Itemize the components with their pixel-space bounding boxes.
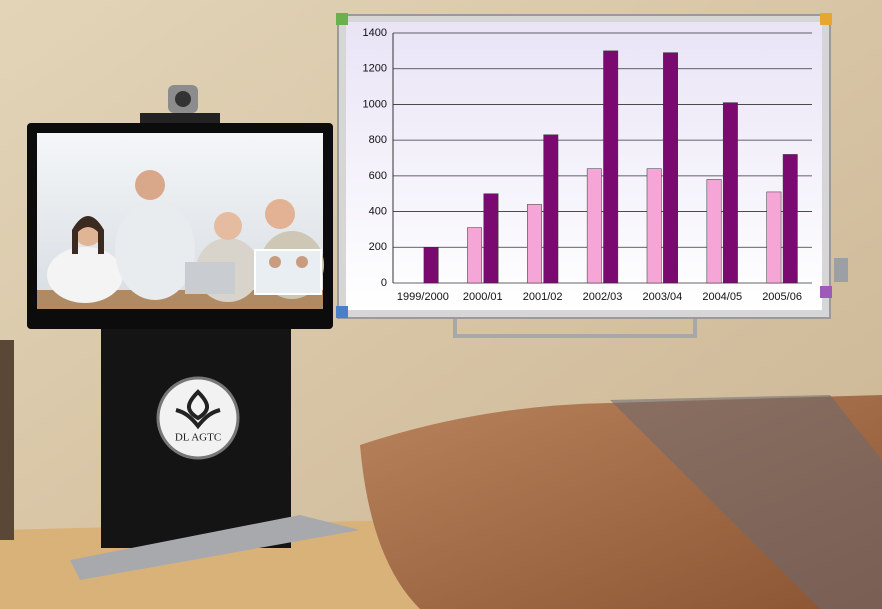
bar (527, 204, 541, 283)
y-tick-label: 800 (369, 134, 387, 146)
y-tick-label: 0 (381, 277, 387, 289)
y-tick-label: 1000 (363, 98, 387, 110)
person-head (214, 212, 242, 240)
bar (484, 194, 498, 283)
pip-window (255, 250, 321, 294)
y-tick-label: 200 (369, 241, 387, 253)
x-tick-label: 2002/03 (583, 291, 623, 303)
bar (767, 192, 781, 283)
bar (707, 179, 721, 283)
person (115, 200, 195, 300)
person-head (265, 199, 295, 229)
x-tick-label: 1999/2000 (397, 291, 449, 303)
logo-text: DL AGTC (175, 432, 221, 444)
bar (424, 247, 438, 283)
corner (336, 306, 348, 318)
bar (467, 228, 481, 283)
corner (820, 286, 832, 298)
x-tick-label: 2005/06 (762, 291, 802, 303)
scene: 0 200 400 600 800 1000 1200 1400 1999/2000 2000/0… (0, 0, 882, 609)
person-head (296, 256, 308, 268)
x-tick-label: 2001/02 (523, 291, 563, 303)
person-head (269, 256, 281, 268)
bar (663, 53, 677, 283)
y-tick-label: 400 (369, 205, 387, 217)
y-tick-label: 1200 (363, 63, 387, 75)
y-tick-label: 600 (369, 170, 387, 182)
laptop (185, 262, 235, 294)
bar (587, 169, 601, 283)
y-tick-label: 1400 (363, 27, 387, 39)
bar (783, 154, 797, 283)
x-tick-label: 2003/04 (642, 291, 682, 303)
board-surface (346, 22, 822, 310)
person-head (135, 170, 165, 200)
x-tick-label: 2000/01 (463, 291, 503, 303)
corner (336, 13, 348, 25)
pen-holder (834, 258, 848, 282)
bar (647, 169, 661, 283)
person (47, 247, 123, 303)
bar (604, 51, 618, 283)
camera-lens (175, 91, 191, 107)
x-tick-label: 2004/05 (702, 291, 742, 303)
corner (820, 13, 832, 25)
bar (544, 135, 558, 283)
door-edge (0, 340, 14, 540)
bar (723, 103, 737, 283)
